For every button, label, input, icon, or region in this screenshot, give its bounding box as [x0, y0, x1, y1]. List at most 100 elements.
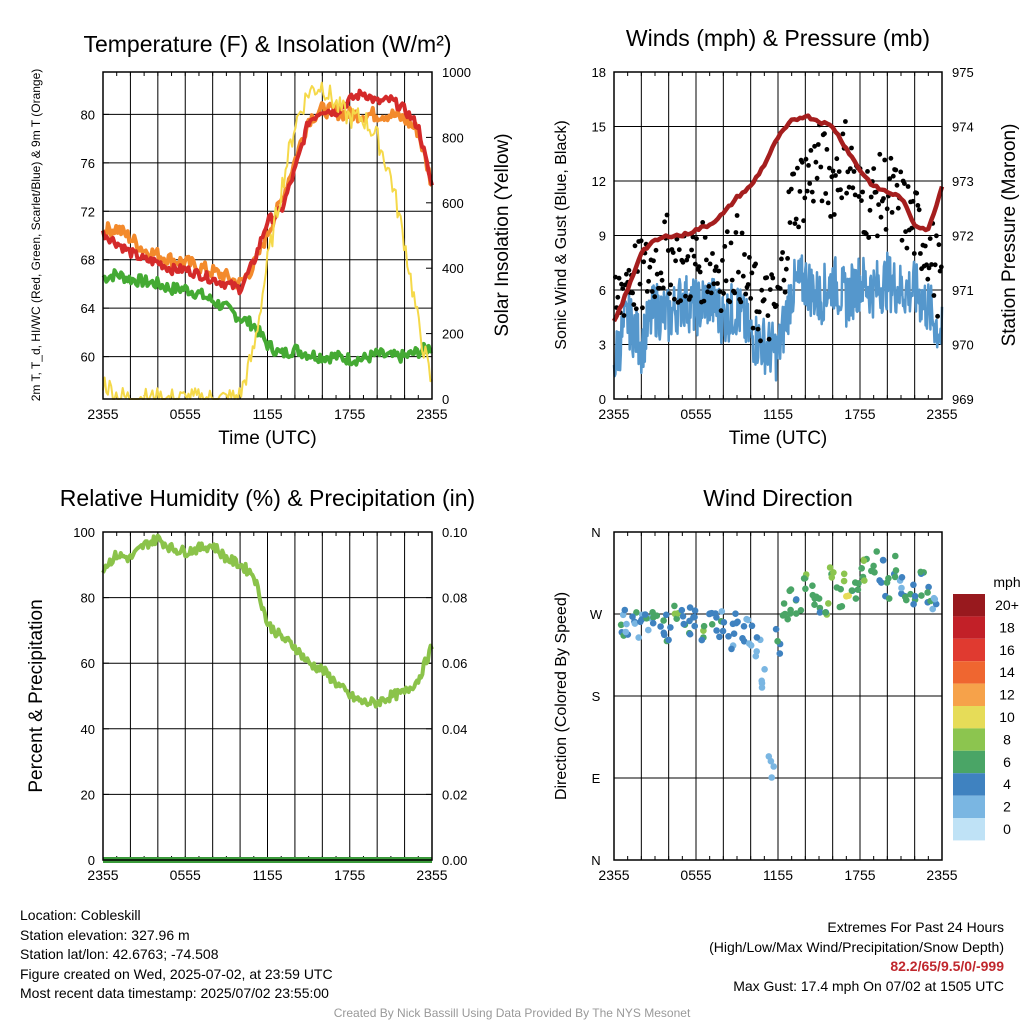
gust-point: [844, 190, 849, 196]
y-axis-label: 2m T, T_d, HI/WC (Red, Green, Scarlet/Bl…: [29, 69, 43, 402]
gust-point: [684, 257, 690, 263]
y-right-tick-label: 800: [442, 130, 464, 145]
gust-point: [925, 276, 931, 282]
y-tick-label: 64: [81, 301, 95, 316]
gust-point: [916, 207, 922, 213]
x-tick-label: 1755: [334, 867, 365, 883]
gust-point: [873, 189, 879, 195]
direction-point: [712, 610, 719, 617]
direction-point: [673, 615, 680, 622]
gust-point: [903, 229, 908, 235]
gust-point: [783, 266, 789, 272]
legend-title: mph: [993, 574, 1020, 590]
gust-point: [850, 185, 856, 191]
gust-point: [747, 255, 752, 260]
direction-point: [725, 633, 732, 640]
gust-point: [694, 236, 699, 242]
direction-point: [679, 613, 687, 620]
y-right-tick-label: 0.10: [442, 525, 467, 540]
direction-point: [878, 579, 885, 586]
y-tick-label: S: [592, 689, 601, 704]
direction-point: [758, 679, 766, 687]
gust-point: [742, 252, 747, 257]
direction-point: [739, 635, 746, 642]
gust-point: [637, 281, 643, 287]
direction-point: [797, 607, 805, 614]
y-right-tick-label: 600: [442, 196, 464, 211]
gust-point: [680, 259, 686, 265]
direction-point: [686, 604, 694, 611]
direction-point: [802, 585, 809, 593]
gust-point: [888, 155, 894, 161]
direction-point: [678, 606, 686, 614]
direction-point: [787, 586, 795, 593]
gust-point: [733, 230, 739, 235]
direction-point: [649, 619, 657, 627]
direction-point: [855, 580, 862, 587]
gust-point: [905, 184, 911, 189]
direction-point: [732, 610, 739, 617]
gust-point: [882, 157, 888, 163]
legend-swatch: [953, 750, 985, 774]
gust-point: [718, 308, 724, 314]
gust-point: [743, 291, 749, 297]
legend-swatch: [953, 661, 985, 684]
y-right-tick-label: 970: [952, 338, 974, 353]
direction-point: [885, 595, 893, 602]
gust-point: [701, 298, 707, 304]
direction-point: [925, 583, 932, 591]
gust-point: [911, 251, 917, 256]
direction-point: [871, 569, 878, 576]
gust-point: [801, 218, 806, 224]
direction-point: [822, 609, 829, 616]
legend-label: 12: [999, 687, 1015, 703]
y-tick-label: 80: [81, 107, 95, 122]
legend-label: 2: [1003, 799, 1011, 815]
gust-point: [825, 200, 831, 206]
gust-point: [631, 302, 637, 307]
gust-point: [723, 278, 729, 284]
gust-point: [779, 256, 784, 262]
gust-point: [918, 251, 923, 256]
gust-point: [696, 264, 702, 270]
location-text: Location: Cobleskill: [20, 907, 141, 923]
gust-point: [812, 143, 817, 149]
legend-label: 18: [999, 619, 1015, 635]
direction-point: [931, 595, 939, 603]
gust-point: [904, 245, 910, 251]
x-tick-label: 1755: [334, 406, 365, 422]
direction-point: [767, 757, 775, 765]
latlon-text: Station lat/lon: 42.6763; -74.508: [20, 946, 219, 962]
gust-point: [616, 275, 622, 281]
gust-point: [688, 294, 693, 299]
direction-point: [617, 621, 625, 629]
direction-point: [680, 620, 688, 628]
direction-point: [836, 603, 844, 611]
legend-swatch: [953, 683, 985, 706]
direction-point: [660, 629, 668, 637]
gust-point: [899, 237, 905, 243]
direction-point: [885, 575, 892, 582]
gust-point: [745, 282, 751, 287]
x-tick-label: 2355: [926, 406, 957, 422]
direction-point: [691, 622, 698, 630]
direction-point: [826, 564, 834, 571]
legend-label: 4: [1003, 776, 1011, 792]
recent-text: Most recent data timestamp: 2025/07/02 2…: [20, 985, 329, 1001]
direction-point: [657, 623, 664, 630]
gust-point: [934, 233, 939, 239]
y-tick-label: 68: [81, 253, 95, 268]
y-right-tick-label: 969: [952, 392, 974, 407]
gust-point: [852, 192, 858, 198]
x-tick-label: 1155: [763, 867, 793, 883]
series-line: [102, 81, 433, 400]
y-right-tick-label: 975: [952, 65, 974, 80]
gust-point: [641, 259, 647, 265]
gust-point: [738, 299, 744, 305]
gust-point: [823, 191, 829, 196]
direction-point: [653, 612, 661, 619]
credit-text: Created By Nick Bassill Using Data Provi…: [333, 1006, 691, 1020]
direction-point: [780, 600, 788, 607]
gust-point: [712, 268, 718, 273]
